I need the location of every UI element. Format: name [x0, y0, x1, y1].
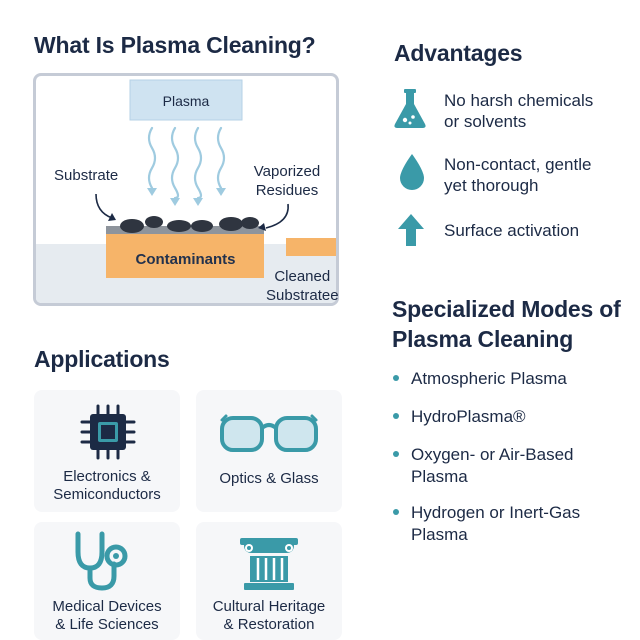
- vaporized-line-2: Residues: [255, 182, 319, 199]
- arrow-up-icon: [398, 214, 424, 246]
- advantage-item: Surface activation: [444, 220, 579, 241]
- plasma-cleaning-diagram: Plasma Substrate Vaporized Residues Cont…: [33, 73, 339, 306]
- droplet-icon: [400, 154, 424, 190]
- cleaned-line-1: Cleaned: [274, 268, 331, 285]
- vaporized-line-1: Vaporized: [253, 163, 321, 180]
- bullet-icon: [393, 509, 399, 515]
- plasma-waves: [147, 126, 226, 200]
- chip-icon: [80, 404, 136, 460]
- flask-icon: [394, 89, 426, 128]
- plasma-arrowheads: [147, 188, 226, 206]
- application-label: Cultural Heritage & Restoration: [196, 598, 342, 634]
- application-card-optics: Optics & Glass: [196, 390, 342, 512]
- modes-title: Specialized Modes of Plasma Cleaning: [392, 296, 621, 352]
- application-label: Optics & Glass: [196, 470, 342, 488]
- plasma-box: [129, 79, 243, 121]
- contaminant-layer: [106, 234, 264, 278]
- mode-label: HydroPlasma®: [411, 407, 526, 426]
- application-line: Optics & Glass: [219, 470, 319, 487]
- stethoscope-icon: [75, 531, 128, 591]
- advantage-item: No harsh chemicals or solvents: [444, 90, 593, 132]
- bullet-icon: [393, 451, 399, 457]
- application-line: & Restoration: [223, 616, 315, 633]
- applications-title: Applications: [34, 346, 170, 372]
- advantage-item: Non-contact, gentle yet thorough: [444, 154, 591, 196]
- application-line: Medical Devices: [52, 598, 162, 615]
- mode-label: Oxygen- or Air-Based Plasma: [411, 445, 574, 486]
- diagram-graphics: [36, 79, 336, 303]
- application-label: Medical Devices & Life Sciences: [34, 598, 180, 634]
- advantage-line: No harsh chemicals: [444, 91, 594, 110]
- application-line: Electronics &: [63, 468, 151, 485]
- substrate-label: Substrate: [54, 167, 119, 184]
- bullet-icon: [393, 375, 399, 381]
- advantage-line: yet thorough: [444, 176, 539, 195]
- advantages-title: Advantages: [394, 40, 523, 66]
- application-line: Semiconductors: [53, 486, 161, 503]
- cleaned-substrate-label: Cleaned Substratee: [266, 267, 339, 305]
- plasma-label: Plasma: [162, 93, 210, 109]
- residue-arrow: [265, 203, 289, 229]
- application-line: & Life Sciences: [55, 616, 159, 633]
- cleaned-substrate: [286, 238, 336, 256]
- contaminants-label: Contaminants: [135, 251, 236, 268]
- residue-particles: [120, 216, 259, 233]
- application-line: Cultural Heritage: [212, 598, 326, 615]
- application-card-electronics: Electronics & Semiconductors: [34, 390, 180, 512]
- mode-label: Hydrogen or Inert-Gas Plasma: [411, 503, 581, 544]
- mode-label: Atmospheric Plasma: [411, 369, 567, 388]
- column-icon: [240, 538, 298, 590]
- application-card-heritage: Cultural Heritage & Restoration: [196, 522, 342, 640]
- diagram-title: What Is Plasma Cleaning?: [34, 32, 316, 58]
- vaporized-residues-label: Vaporized Residues: [232, 162, 336, 200]
- advantage-line: Surface activation: [444, 221, 580, 240]
- bullet-icon: [393, 413, 399, 419]
- substrate-arrow: [95, 193, 113, 219]
- glasses-icon: [220, 414, 318, 452]
- application-card-medical: Medical Devices & Life Sciences: [34, 522, 180, 640]
- advantage-line: or solvents: [444, 112, 527, 131]
- application-label: Electronics & Semiconductors: [34, 468, 180, 504]
- advantage-line: Non-contact, gentle: [444, 155, 592, 174]
- cleaned-line-2: Substratee: [266, 287, 339, 304]
